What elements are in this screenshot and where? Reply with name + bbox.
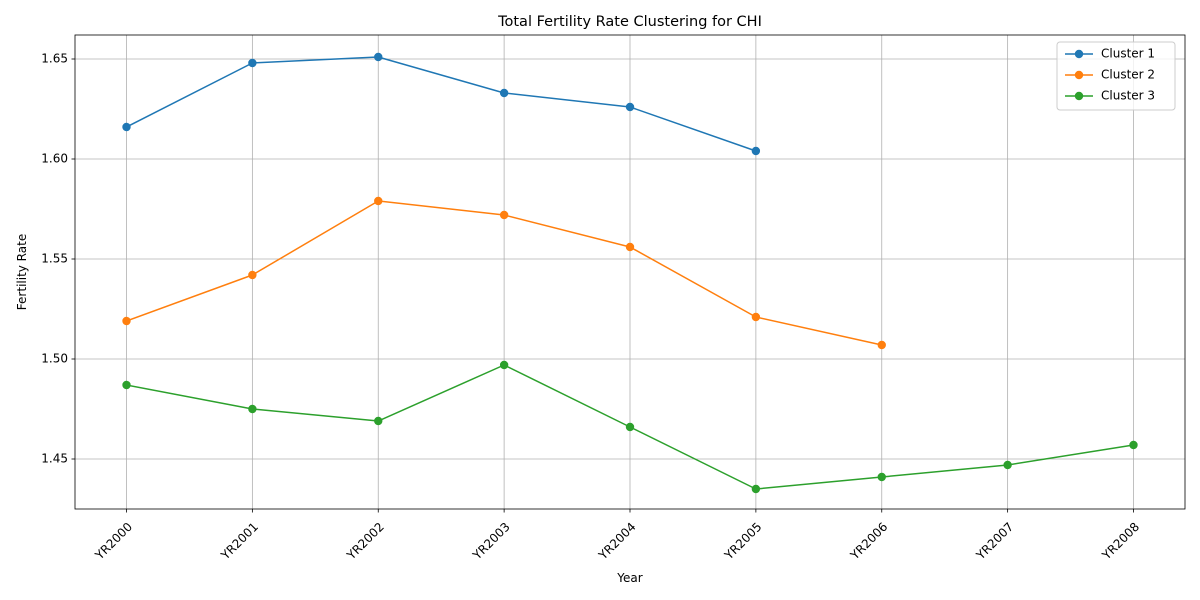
legend-label: Cluster 1 <box>1101 47 1155 61</box>
data-point-marker <box>122 316 131 326</box>
y-tick-label: 1.65 <box>41 52 68 66</box>
legend-marker-swatch <box>1074 70 1084 80</box>
data-point-marker <box>374 416 383 426</box>
y-tick-label: 1.50 <box>41 352 68 366</box>
data-point-marker <box>248 404 257 414</box>
data-point-marker <box>248 58 257 68</box>
y-tick-label: 1.60 <box>41 152 68 166</box>
data-point-marker <box>374 196 383 206</box>
data-point-marker <box>122 380 131 390</box>
data-point-marker <box>248 270 257 280</box>
data-point-marker <box>751 484 761 494</box>
data-point-marker <box>751 146 761 156</box>
legend: Cluster 1 Cluster 2 Cluster 3 <box>1056 41 1176 111</box>
data-point-marker <box>625 242 635 252</box>
data-point-marker <box>374 52 383 62</box>
series-3 <box>122 360 1138 494</box>
x-axis-title: Year <box>616 571 642 585</box>
data-point-marker <box>877 472 886 482</box>
legend-box <box>1056 41 1176 111</box>
series-2 <box>122 196 886 350</box>
data-point-marker <box>751 312 761 322</box>
data-point-marker <box>499 360 509 370</box>
y-tick-label: 1.55 <box>41 252 68 266</box>
data-point-marker <box>499 210 509 220</box>
gridlines <box>75 35 1185 509</box>
legend-marker-swatch <box>1074 49 1084 59</box>
data-point-marker <box>625 422 635 432</box>
y-tick-label: 1.45 <box>41 452 68 466</box>
data-point-marker <box>877 340 886 350</box>
series-1 <box>122 52 761 156</box>
y-axis-title: Fertility Rate <box>15 234 29 310</box>
data-point-marker <box>1129 440 1138 450</box>
legend-entry: Cluster 3 <box>1065 89 1155 103</box>
legend-label: Cluster 3 <box>1101 89 1155 103</box>
chart-title: Total Fertility Rate Clustering for CHI <box>497 14 762 30</box>
legend-entry: Cluster 1 <box>1065 47 1155 61</box>
data-point-marker <box>625 102 635 112</box>
series-line <box>126 56 757 152</box>
data-point-marker <box>1003 460 1012 470</box>
data-point-marker <box>499 88 509 98</box>
legend-marker-swatch <box>1074 91 1084 101</box>
legend-label: Cluster 2 <box>1101 68 1155 82</box>
legend-entry: Cluster 2 <box>1065 68 1155 82</box>
data-point-marker <box>122 122 131 132</box>
series-layer <box>122 52 1138 494</box>
